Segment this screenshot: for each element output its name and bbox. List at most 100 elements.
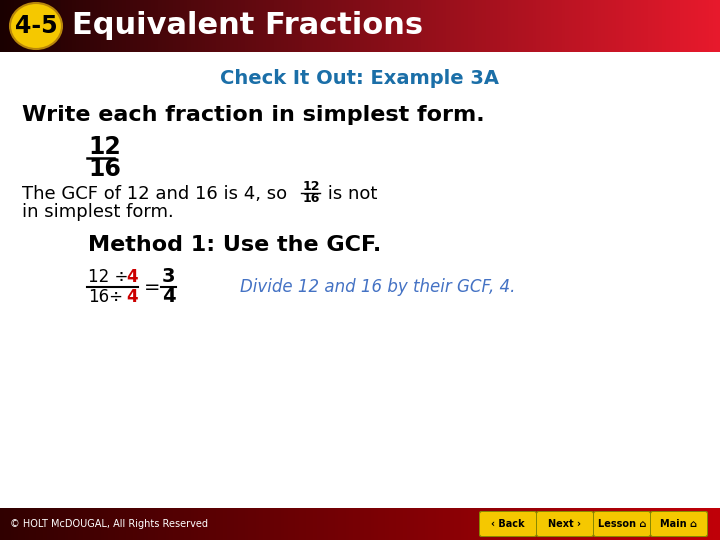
Bar <box>173 0 177 52</box>
Bar <box>180 508 184 540</box>
Bar <box>515 0 519 52</box>
Bar <box>367 508 372 540</box>
Bar <box>349 508 354 540</box>
Bar <box>659 0 663 52</box>
Bar <box>576 508 580 540</box>
Bar <box>101 0 105 52</box>
Bar <box>187 0 192 52</box>
Text: Main ⌂: Main ⌂ <box>660 519 698 529</box>
Text: Lesson ⌂: Lesson ⌂ <box>598 519 646 529</box>
Bar <box>626 0 631 52</box>
Bar <box>490 508 494 540</box>
Text: Write each fraction in simplest form.: Write each fraction in simplest form. <box>22 105 485 125</box>
Bar <box>284 508 289 540</box>
Bar <box>40 0 44 52</box>
Bar <box>32 508 37 540</box>
Bar <box>263 0 267 52</box>
Bar <box>630 508 634 540</box>
Bar <box>536 0 541 52</box>
Bar <box>529 0 534 52</box>
Bar <box>497 0 501 52</box>
Bar <box>572 508 577 540</box>
Bar <box>191 0 195 52</box>
Bar <box>50 508 55 540</box>
Bar <box>590 508 595 540</box>
Text: =: = <box>144 278 161 296</box>
Text: 12: 12 <box>88 135 121 159</box>
Bar <box>410 508 415 540</box>
Bar <box>144 0 148 52</box>
Bar <box>248 0 253 52</box>
Bar <box>94 508 98 540</box>
Bar <box>61 508 66 540</box>
Bar <box>454 508 458 540</box>
Bar <box>551 0 555 52</box>
Bar <box>266 508 271 540</box>
Bar <box>58 0 62 52</box>
Bar <box>364 508 368 540</box>
Bar <box>115 0 120 52</box>
Bar <box>140 0 145 52</box>
Bar <box>36 0 40 52</box>
Bar <box>176 0 181 52</box>
Bar <box>587 0 591 52</box>
Bar <box>464 508 469 540</box>
Bar <box>482 508 487 540</box>
Bar <box>677 0 681 52</box>
Bar <box>569 0 573 52</box>
Bar <box>263 508 267 540</box>
Bar <box>65 508 69 540</box>
Bar <box>666 508 670 540</box>
Bar <box>43 508 48 540</box>
FancyBboxPatch shape <box>536 511 594 537</box>
FancyBboxPatch shape <box>650 511 708 537</box>
Bar <box>342 0 346 52</box>
Bar <box>601 508 606 540</box>
Bar <box>230 0 235 52</box>
Bar <box>119 0 123 52</box>
Bar <box>241 508 246 540</box>
Bar <box>673 0 678 52</box>
Bar <box>580 0 584 52</box>
Bar <box>295 0 300 52</box>
Bar <box>202 0 206 52</box>
Bar <box>443 0 447 52</box>
Bar <box>702 0 706 52</box>
Text: 12 ÷: 12 ÷ <box>88 268 128 286</box>
Bar <box>166 0 170 52</box>
Bar <box>428 508 433 540</box>
Bar <box>468 0 472 52</box>
Bar <box>641 508 645 540</box>
Bar <box>518 0 523 52</box>
Bar <box>526 508 530 540</box>
Bar <box>234 508 238 540</box>
Bar <box>313 0 318 52</box>
Bar <box>353 0 357 52</box>
Bar <box>583 508 588 540</box>
Bar <box>180 0 184 52</box>
Bar <box>133 508 138 540</box>
Bar <box>446 0 451 52</box>
Bar <box>223 508 228 540</box>
Bar <box>547 0 552 52</box>
Ellipse shape <box>10 3 62 49</box>
Bar <box>0 508 4 540</box>
Bar <box>461 508 465 540</box>
Bar <box>209 508 213 540</box>
Bar <box>698 0 703 52</box>
Bar <box>522 0 526 52</box>
Bar <box>680 0 685 52</box>
Bar <box>162 0 166 52</box>
Bar <box>292 0 296 52</box>
Bar <box>126 0 130 52</box>
Bar <box>450 0 454 52</box>
Bar <box>450 508 454 540</box>
Bar <box>414 508 418 540</box>
Bar <box>248 508 253 540</box>
Bar <box>331 0 336 52</box>
Bar <box>432 0 436 52</box>
Bar <box>407 0 411 52</box>
Bar <box>457 0 462 52</box>
Bar <box>43 0 48 52</box>
Bar <box>356 0 361 52</box>
